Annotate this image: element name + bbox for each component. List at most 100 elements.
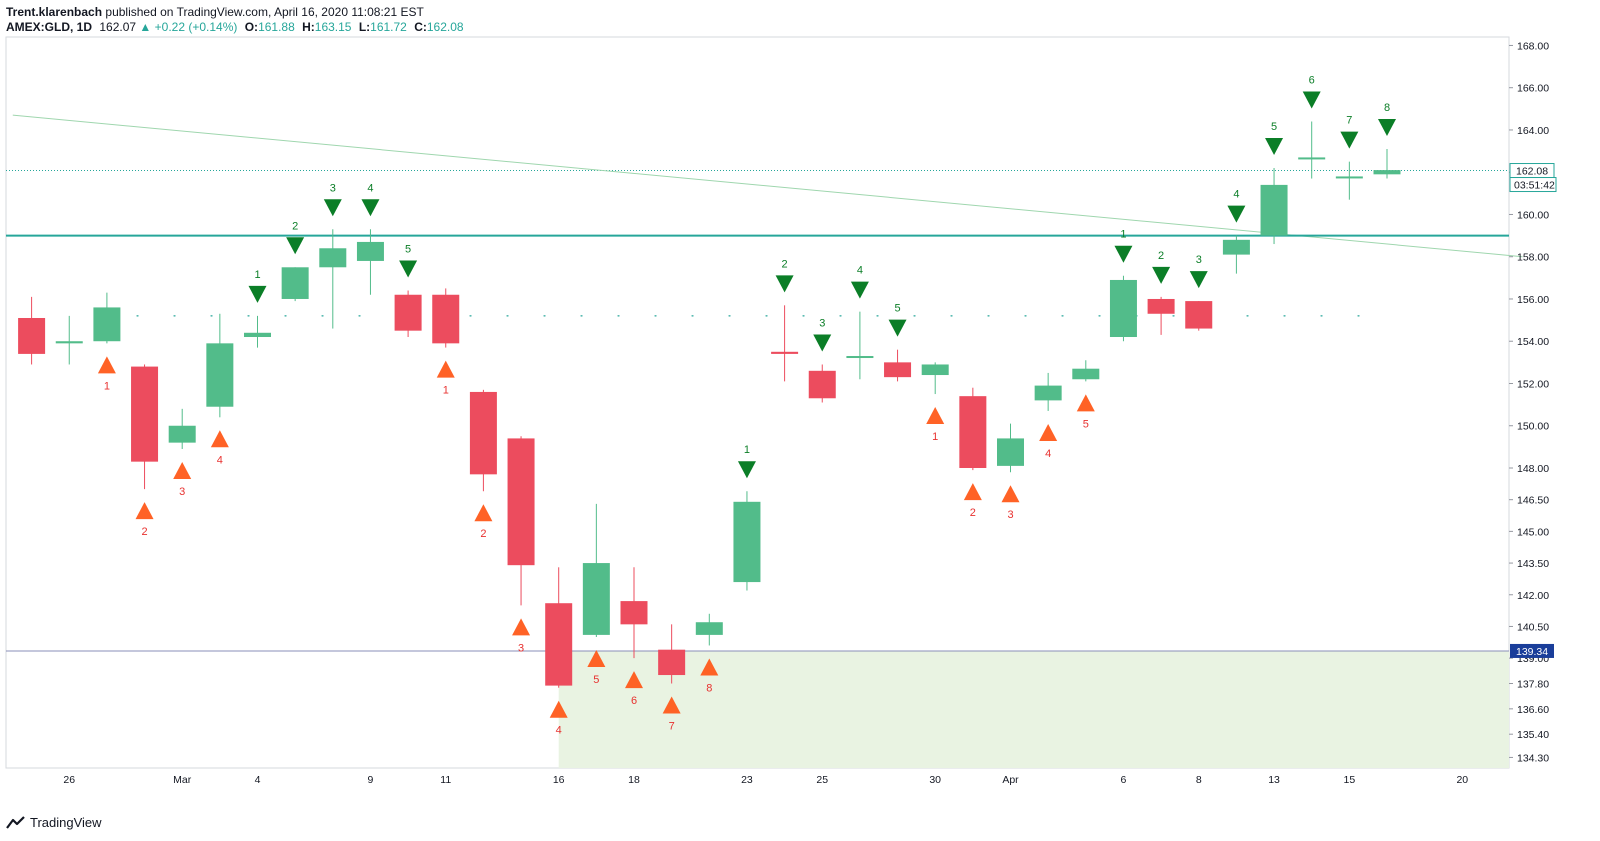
buy-setup-count: 6 [631,695,637,707]
sell-setup-marker [1152,266,1171,284]
high-label: H: [302,20,315,34]
candle-body [432,294,460,344]
y-tick-label: 158.00 [1517,252,1549,264]
candle-body [206,343,234,407]
author-name[interactable]: Trent.klarenbach [6,5,103,19]
low-value: 161.72 [370,20,407,34]
candle-body [695,622,723,635]
candle [658,624,686,684]
candle-body [131,366,159,462]
candle-body [884,362,912,378]
sell-setup-count: 4 [1233,189,1239,201]
buy-setup-count: 7 [669,720,675,732]
candle [394,290,422,338]
y-tick-label: 156.00 [1517,294,1549,306]
candle-body [545,603,573,686]
sell-setup-marker [850,281,869,299]
candle [244,315,271,348]
buy-setup-marker [926,407,945,425]
buy-setup-marker [97,356,116,374]
sell-setup-count: 3 [330,182,336,194]
candle-body [1373,170,1401,175]
sell-setup-count: 2 [782,258,788,270]
x-tick-label: Apr [1002,774,1019,786]
buy-setup-marker [135,502,154,520]
sell-setup-count: 5 [894,303,900,315]
sell-setup-marker [1378,118,1396,136]
candle-body [808,370,836,399]
y-tick-label: 140.50 [1517,621,1549,633]
candle [93,292,121,344]
candle-body [1260,184,1288,236]
x-tick-label: Mar [173,774,192,786]
candle [1335,161,1363,200]
x-tick-label: 8 [1196,774,1202,786]
x-tick-label: 4 [255,774,261,786]
candle [1298,121,1326,179]
buy-setup-count: 8 [706,682,712,694]
sell-setup-count: 3 [819,317,825,329]
candle [733,491,761,591]
candle-body [658,649,686,676]
low-label: L: [358,20,371,34]
candle-body [469,391,497,475]
candle [55,315,83,365]
sell-setup-count: 1 [744,444,750,456]
buy-setup-marker [512,618,531,636]
candle-body [582,563,610,635]
sell-setup-marker [1302,91,1321,109]
buy-setup-count: 4 [556,725,562,737]
buy-setup-count: 1 [932,431,938,443]
candle-body [733,501,761,583]
candle-body [168,425,196,443]
y-tick-label: 142.00 [1517,590,1549,602]
buy-setup-count: 4 [217,454,223,466]
y-tick-label: 150.00 [1517,421,1549,433]
y-tick-label: 148.00 [1517,463,1549,475]
footer-brand[interactable]: TradingView [6,815,102,830]
candle [808,364,836,403]
close-value: 162.08 [426,20,464,34]
ohlc-legend: AMEX:GLD, 1D 162.07 ▲ +0.22 (+0.14%) O:1… [6,20,464,34]
candle-body [55,341,83,344]
buy-setup-marker [1001,485,1020,503]
buy-setup-marker [963,483,982,501]
candle [1109,275,1137,342]
candle-body [1298,157,1326,160]
support-price-tag [1510,643,1554,658]
high-value: 163.15 [314,20,352,34]
buy-setup-count: 5 [593,674,599,686]
sell-setup-marker [737,461,756,479]
candle [1185,301,1213,331]
sell-setup-count: 3 [1196,254,1202,266]
last-price-label: 162.08 [1516,166,1548,178]
candle [18,296,46,365]
x-tick-label: 6 [1121,774,1127,786]
candle-body [18,317,46,354]
candle [620,567,648,659]
candle-body [771,351,799,354]
candle [846,311,874,380]
candle [1072,360,1100,382]
sell-setup-marker [813,334,832,352]
open-value: 161.88 [258,20,295,34]
buy-setup-count: 2 [141,526,147,538]
x-tick-label: 13 [1268,774,1280,786]
candle [582,503,610,638]
sell-setup-count: 7 [1346,115,1352,127]
x-tick-label: 20 [1456,774,1468,786]
candle-body [959,396,987,468]
y-tick-label: 168.00 [1517,40,1549,52]
candle-body [1222,239,1250,255]
buy-setup-marker [474,504,493,522]
candle-body [507,438,535,566]
brand-label: TradingView [30,815,102,830]
candle-body [1109,279,1137,338]
candle-body [620,601,648,625]
x-tick-label: 30 [929,774,941,786]
candle-body [921,364,949,376]
x-tick-label: 23 [741,774,753,786]
sell-setup-marker [775,275,794,293]
buy-setup-marker [549,700,568,718]
